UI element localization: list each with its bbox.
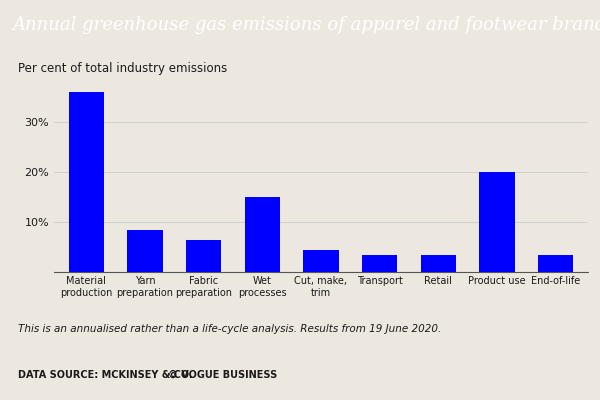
Text: © VOGUE BUSINESS: © VOGUE BUSINESS (168, 370, 277, 380)
Bar (186, 240, 221, 272)
Text: This is an annualised rather than a life-cycle analysis. Results from 19 June 20: This is an annualised rather than a life… (18, 324, 441, 334)
Bar (68, 92, 104, 272)
Bar (479, 172, 515, 272)
Bar (127, 230, 163, 272)
Text: Per cent of total industry emissions: Per cent of total industry emissions (18, 62, 227, 75)
Bar (362, 254, 397, 272)
Text: Annual greenhouse gas emissions of apparel and footwear brands: Annual greenhouse gas emissions of appar… (13, 16, 600, 34)
Bar (421, 254, 456, 272)
Bar (538, 254, 574, 272)
Text: DATA SOURCE: MCKINSEY & CO.: DATA SOURCE: MCKINSEY & CO. (18, 370, 193, 380)
Bar (304, 250, 338, 272)
Bar (245, 197, 280, 272)
